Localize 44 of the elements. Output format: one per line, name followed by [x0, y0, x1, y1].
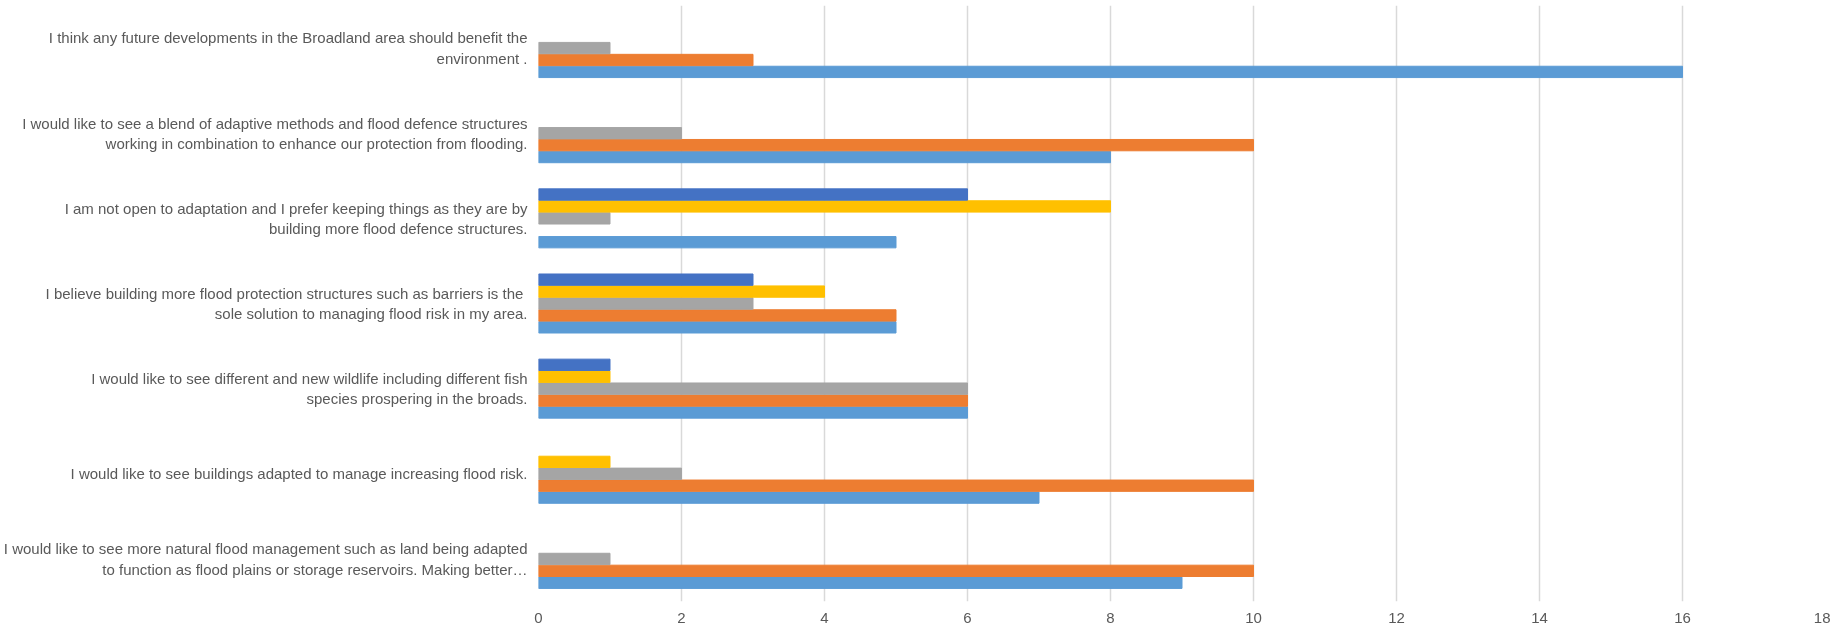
y-tick-label: I am not open to adaptation and I prefer keeping things as they are by building more flood defence structures. — [64, 199, 528, 238]
bar — [538, 564, 1254, 578]
bar — [538, 297, 754, 310]
x-tick-label: 2 — [677, 608, 686, 626]
x-tick-label: 4 — [820, 608, 829, 626]
bar — [538, 53, 754, 67]
bar — [538, 200, 1111, 213]
bar — [538, 285, 825, 298]
bar — [538, 576, 1183, 589]
bar — [538, 138, 1254, 152]
y-tick-label: I would like to see a blend of adaptive methods and flood defence structures working in combination to enhance our protection from flooding. — [22, 114, 528, 152]
bar — [538, 370, 611, 383]
bar — [538, 382, 968, 395]
bar — [538, 212, 611, 225]
bar — [538, 309, 897, 322]
x-tick-label: 16 — [1674, 608, 1691, 626]
y-tick-label: I would like to see more natural flood management such as land being adapted to function as flood plains or storage reservoirs. Making better… — [3, 540, 528, 578]
x-tick-label: 10 — [1245, 608, 1262, 626]
bar — [538, 236, 897, 249]
y-tick-label: I think any future developments in the Broadland area should benefit the environment . — [48, 29, 528, 67]
bar — [538, 321, 897, 334]
x-tick-label: 6 — [963, 608, 972, 626]
y-tick-label: I would like to see buildings adapted to manage increasing flood risk. — [70, 465, 528, 483]
bar — [538, 455, 611, 469]
bar — [538, 491, 1040, 504]
y-tick-label: I believe building more flood protection structures such as barriers is the sole solution to managing flood risk in my area. — [45, 284, 528, 323]
x-tick-label: 8 — [1106, 608, 1115, 626]
bar — [538, 552, 611, 566]
bar — [538, 479, 1254, 492]
bar — [538, 150, 1111, 164]
bar — [538, 127, 682, 140]
x-tick-label: 12 — [1388, 608, 1405, 626]
bar — [538, 65, 1683, 79]
bar — [538, 394, 968, 407]
bar — [538, 358, 611, 371]
x-tick-label: 18 — [1813, 608, 1831, 626]
x-tick-label: 0 — [534, 608, 543, 626]
x-tick-label: 14 — [1531, 608, 1548, 626]
bar — [538, 467, 682, 480]
bar — [538, 273, 754, 286]
bar — [538, 406, 968, 419]
y-tick-label: I would like to see different and new wildlife including different fish species prospering in the broads. — [91, 369, 528, 408]
bar — [538, 188, 968, 201]
bar — [538, 41, 611, 55]
